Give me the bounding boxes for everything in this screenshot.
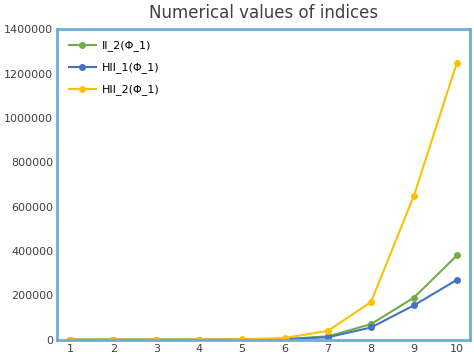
II_2(Φ_1) (454, 253, 460, 257)
HII_2(Φ_1) (454, 61, 460, 65)
HII_2(Φ_1) (239, 337, 245, 342)
II_2(Φ_1) (196, 338, 202, 342)
Legend: II_2(Φ_1), HII_1(Φ_1), HII_2(Φ_1): II_2(Φ_1), HII_1(Φ_1), HII_2(Φ_1) (63, 35, 165, 101)
II_2(Φ_1) (110, 338, 116, 342)
HII_1(Φ_1) (110, 338, 116, 342)
Line: II_2(Φ_1): II_2(Φ_1) (68, 253, 460, 343)
II_2(Φ_1) (239, 338, 245, 342)
HII_1(Φ_1) (411, 303, 417, 308)
HII_2(Φ_1) (368, 300, 374, 304)
HII_1(Φ_1) (196, 338, 202, 342)
HII_2(Φ_1) (196, 338, 202, 342)
HII_1(Φ_1) (154, 338, 159, 342)
HII_2(Φ_1) (283, 336, 288, 340)
II_2(Φ_1) (368, 322, 374, 326)
II_2(Φ_1) (325, 334, 331, 339)
HII_2(Φ_1) (67, 338, 73, 342)
II_2(Φ_1) (67, 338, 73, 342)
Line: HII_1(Φ_1): HII_1(Φ_1) (68, 277, 460, 343)
II_2(Φ_1) (154, 338, 159, 342)
HII_2(Φ_1) (325, 329, 331, 333)
HII_2(Φ_1) (154, 338, 159, 342)
HII_1(Φ_1) (368, 325, 374, 330)
HII_2(Φ_1) (110, 338, 116, 342)
HII_1(Φ_1) (67, 338, 73, 342)
HII_1(Φ_1) (325, 335, 331, 339)
HII_1(Φ_1) (283, 337, 288, 341)
Line: HII_2(Φ_1): HII_2(Φ_1) (68, 60, 460, 343)
II_2(Φ_1) (283, 337, 288, 341)
Title: Numerical values of indices: Numerical values of indices (149, 4, 378, 22)
HII_1(Φ_1) (239, 338, 245, 342)
II_2(Φ_1) (411, 295, 417, 300)
HII_1(Φ_1) (454, 278, 460, 282)
HII_2(Φ_1) (411, 193, 417, 198)
